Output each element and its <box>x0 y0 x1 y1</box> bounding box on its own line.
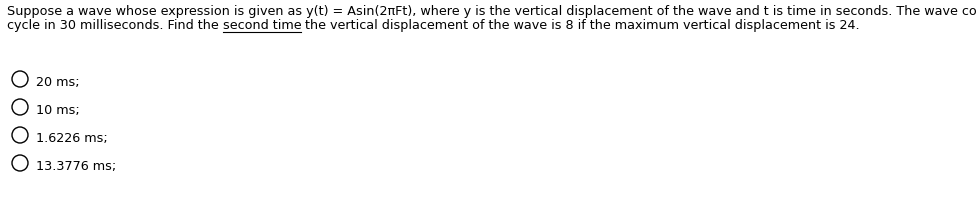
Text: second time: second time <box>223 19 301 32</box>
Text: the vertical displacement of the wave is 8 if the maximum vertical displacement : the vertical displacement of the wave is… <box>301 19 859 32</box>
Text: cycle in 30 milliseconds. Find the: cycle in 30 milliseconds. Find the <box>7 19 223 32</box>
Text: 13.3776 ms;: 13.3776 ms; <box>36 159 116 172</box>
Text: 10 ms;: 10 ms; <box>36 103 80 116</box>
Text: 1.6226 ms;: 1.6226 ms; <box>36 131 107 144</box>
Text: Suppose a wave whose expression is given as y(t) = Asin(2πFt), where y is the ve: Suppose a wave whose expression is given… <box>7 5 977 18</box>
Text: 20 ms;: 20 ms; <box>36 76 79 89</box>
